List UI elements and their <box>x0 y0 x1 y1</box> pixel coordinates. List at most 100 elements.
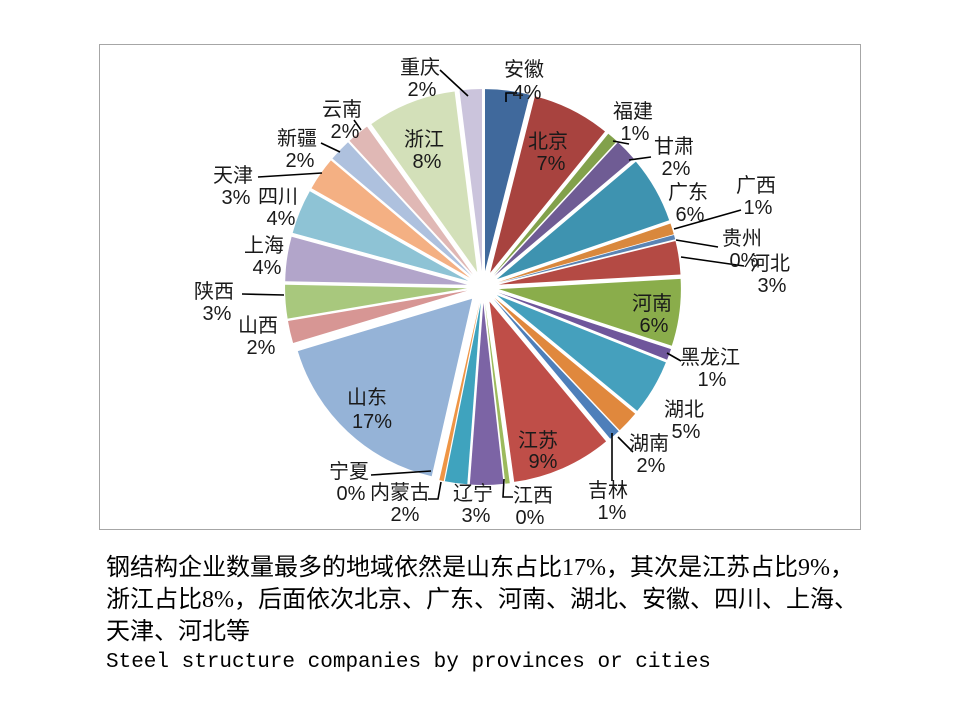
slice-value-guizhou: 0% <box>730 250 759 272</box>
slice-value-ningxia: 0% <box>337 483 366 505</box>
slice-value-jilin: 1% <box>598 502 627 524</box>
pie-slice-chongqing <box>459 89 482 271</box>
slice-label-hebei: 河北 <box>750 252 790 275</box>
pie-slices <box>285 89 681 486</box>
slice-label-beijing: 北京 <box>528 130 568 153</box>
pie-slice-hebei <box>498 241 681 285</box>
leader-line-jiangxi <box>502 478 513 498</box>
pie-slice-guangxi <box>498 223 674 283</box>
pie-slice-yunnan <box>349 126 473 275</box>
leader-line-guangxi <box>673 209 742 230</box>
pie-slice-henan <box>498 278 681 346</box>
leader-line-guizhou <box>675 239 719 248</box>
leader-line-anhui <box>505 92 517 102</box>
pie-slice-tianjin <box>311 160 470 278</box>
slice-label-guangxi: 广西 <box>736 174 776 197</box>
slice-label-ningxia: 宁夏 <box>329 460 369 483</box>
pie-slice-xinjiang <box>332 142 472 276</box>
pie-slice-shanghai <box>285 236 468 285</box>
slice-value-liaoning: 3% <box>462 505 491 527</box>
slice-labels: 安徽4%北京7%福建1%甘肃2%广东6%广西1%贵州0%河北3%河南6%黑龙江1… <box>194 56 790 529</box>
slice-label-heilongjiang: 黑龙江 <box>680 346 740 369</box>
leader-line-neimenggu <box>428 481 442 500</box>
slice-label-gansu: 甘肃 <box>654 135 694 158</box>
slice-value-sichuan: 4% <box>267 208 296 230</box>
slice-value-henan: 6% <box>640 315 669 337</box>
pie-slice-liaoning <box>469 303 504 486</box>
slice-label-shandong: 山东 <box>347 386 387 409</box>
leader-line-heilongjiang <box>666 352 682 362</box>
pie-slice-shandong <box>297 298 473 477</box>
pie-slice-shaanxi <box>285 284 467 319</box>
slice-label-fujian: 福建 <box>613 100 653 123</box>
pie-slice-anhui <box>485 89 530 272</box>
leader-line-hebei <box>680 256 745 267</box>
slice-label-yunnan: 云南 <box>322 98 362 121</box>
leader-line-fujian <box>612 140 630 145</box>
slice-label-shanghai: 上海 <box>244 234 284 257</box>
slice-value-anhui: 4% <box>513 82 542 104</box>
leader-line-gansu <box>628 156 652 161</box>
slice-label-tianjin: 天津 <box>213 164 253 187</box>
leader-line-shaanxi <box>241 293 285 296</box>
pie-slice-heilongjiang <box>498 292 671 360</box>
leader-line-ningxia <box>370 470 432 476</box>
pie-slice-jiangsu <box>489 301 607 482</box>
caption: 钢结构企业数量最多的地域依然是山东占比17%，其次是江苏占比9%， 浙江占比8%… <box>106 552 886 678</box>
caption-line-3: 天津、河北等 <box>106 619 250 645</box>
slice-value-chongqing: 2% <box>408 79 437 101</box>
pie-chart: 安徽4%北京7%福建1%甘肃2%广东6%广西1%贵州0%河北3%河南6%黑龙江1… <box>99 44 861 530</box>
leader-line-xinjiang <box>320 142 341 153</box>
pie-slice-hubei <box>496 295 666 411</box>
slice-value-tianjin: 3% <box>222 187 251 209</box>
slice-label-jiangxi: 江西 <box>513 484 553 507</box>
slice-label-shaanxi: 陕西 <box>194 280 234 303</box>
pie-slice-zhejiang <box>371 91 478 273</box>
slice-label-anhui: 安徽 <box>504 58 544 81</box>
caption-line-2: 浙江占比8%，后面依次北京、广东、河南、湖北、安徽、四川、上海、 <box>106 587 858 613</box>
pie-slice-gansu <box>494 142 634 276</box>
slice-value-shanxi: 2% <box>247 337 276 359</box>
leader-line-hunan <box>617 436 634 453</box>
pie-slice-beijing <box>490 96 605 273</box>
slice-label-liaoning: 辽宁 <box>453 482 493 505</box>
slice-label-jilin: 吉林 <box>588 479 628 502</box>
slice-value-guangxi: 1% <box>744 197 773 219</box>
slice-value-beijing: 7% <box>537 153 566 175</box>
slice-label-sichuan: 四川 <box>258 186 298 208</box>
slice-label-neimenggu: 内蒙古 <box>370 481 430 504</box>
slice-value-shanghai: 4% <box>253 257 282 279</box>
pie-slice-jiangxi <box>485 302 510 484</box>
slice-label-zhejiang: 浙江 <box>404 128 444 151</box>
slice-value-gansu: 2% <box>662 158 691 180</box>
slice-label-jiangsu: 江苏 <box>518 429 558 452</box>
slice-value-neimenggu: 2% <box>391 504 420 526</box>
slice-label-xinjiang: 新疆 <box>277 127 317 150</box>
slice-value-yunnan: 2% <box>331 121 360 143</box>
pie-slice-neimenggu <box>444 302 481 485</box>
slice-value-heilongjiang: 1% <box>698 369 727 391</box>
pie-slice-jilin <box>493 299 619 439</box>
slice-value-hubei: 5% <box>672 421 701 443</box>
pie-slice-sichuan <box>292 191 469 281</box>
leader-line-yunnan <box>353 119 362 131</box>
slice-label-henan: 河南 <box>632 292 672 315</box>
pie-slice-fujian <box>493 133 617 275</box>
leader-line-tianjin <box>257 172 323 178</box>
slice-value-fujian: 1% <box>621 123 650 145</box>
slice-label-hunan: 湖南 <box>629 432 669 455</box>
pie-slice-shanxi <box>288 290 468 343</box>
slice-label-chongqing: 重庆 <box>400 56 440 79</box>
slice-value-hebei: 3% <box>758 275 787 297</box>
pie-slice-ningxia <box>439 302 480 482</box>
slice-value-shaanxi: 3% <box>203 303 232 325</box>
slice-value-shandong: 17% <box>352 411 392 433</box>
pie-slice-hunan <box>494 297 636 431</box>
caption-line-1: 钢结构企业数量最多的地域依然是山东占比17%，其次是江苏占比9%， <box>106 555 854 581</box>
slice-value-guangdong: 6% <box>676 204 705 226</box>
leader-line-chongqing <box>439 69 469 97</box>
slice-value-zhejiang: 8% <box>413 151 442 173</box>
pie-slice-guizhou <box>498 235 676 283</box>
slice-label-shanxi: 山西 <box>238 314 278 337</box>
